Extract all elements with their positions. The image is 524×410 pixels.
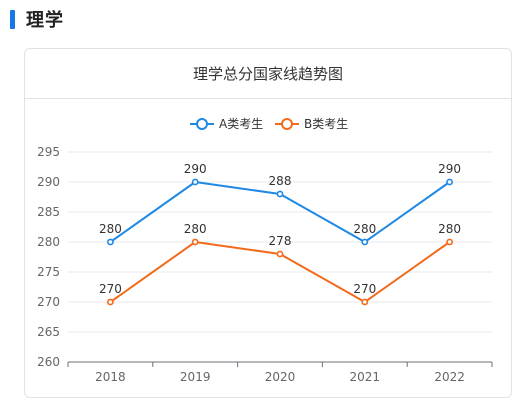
- data-point[interactable]: [361, 238, 369, 246]
- legend-label: B类考生: [304, 117, 348, 131]
- data-label: 280: [353, 222, 376, 236]
- legend-label: A类考生: [219, 117, 263, 131]
- data-point[interactable]: [191, 238, 199, 246]
- data-label: 280: [184, 222, 207, 236]
- legend-marker-icon: [281, 118, 293, 130]
- data-point[interactable]: [276, 250, 284, 258]
- x-tick-label: 2021: [350, 370, 381, 384]
- x-tick-label: 2022: [434, 370, 465, 384]
- y-tick-label: 260: [37, 355, 60, 369]
- legend-item[interactable]: B类考生: [275, 117, 348, 131]
- data-point[interactable]: [107, 298, 114, 306]
- series-layer: 280 290 288 280 290 270 280 278 270 280: [99, 162, 461, 306]
- y-tick-label: 295: [37, 145, 60, 159]
- data-point[interactable]: [107, 238, 114, 246]
- y-tick-label: 280: [37, 235, 60, 249]
- y-tick-label: 275: [37, 265, 60, 279]
- data-label: 280: [438, 222, 461, 236]
- data-label: 270: [353, 282, 376, 296]
- data-label: 278: [269, 234, 292, 248]
- chart-legend[interactable]: A类考生 B类考生: [190, 117, 348, 131]
- data-label: 290: [438, 162, 461, 176]
- legend-item[interactable]: A类考生: [190, 117, 263, 131]
- chart-title: 理学总分国家线趋势图: [25, 49, 511, 99]
- data-point[interactable]: [191, 178, 199, 186]
- section-header: 理学: [10, 8, 64, 31]
- y-tick-label: 265: [37, 325, 60, 339]
- grid-layer: [68, 151, 492, 333]
- y-tick-label: 290: [37, 175, 60, 189]
- data-label: 288: [269, 174, 292, 188]
- section-accent-bar: [10, 9, 15, 29]
- chart-card: 理学总分国家线趋势图: [24, 48, 512, 398]
- x-tick-label: 2019: [180, 370, 211, 384]
- data-point[interactable]: [446, 238, 453, 246]
- data-label: 290: [184, 162, 207, 176]
- x-tick-label: 2020: [265, 370, 296, 384]
- axis-layer: 295 290 285 280 275 270 265 260 2018 2019 2020 2021…: [37, 145, 493, 384]
- data-label: 280: [99, 222, 122, 236]
- y-tick-label: 270: [37, 295, 60, 309]
- section-title: 理学: [26, 10, 64, 31]
- data-point[interactable]: [361, 298, 369, 306]
- data-label: 270: [99, 282, 122, 296]
- data-point[interactable]: [446, 178, 453, 186]
- y-tick-label: 285: [37, 205, 60, 219]
- x-tick-label: 2018: [95, 370, 126, 384]
- legend-marker-icon: [196, 118, 208, 130]
- data-point[interactable]: [276, 190, 284, 198]
